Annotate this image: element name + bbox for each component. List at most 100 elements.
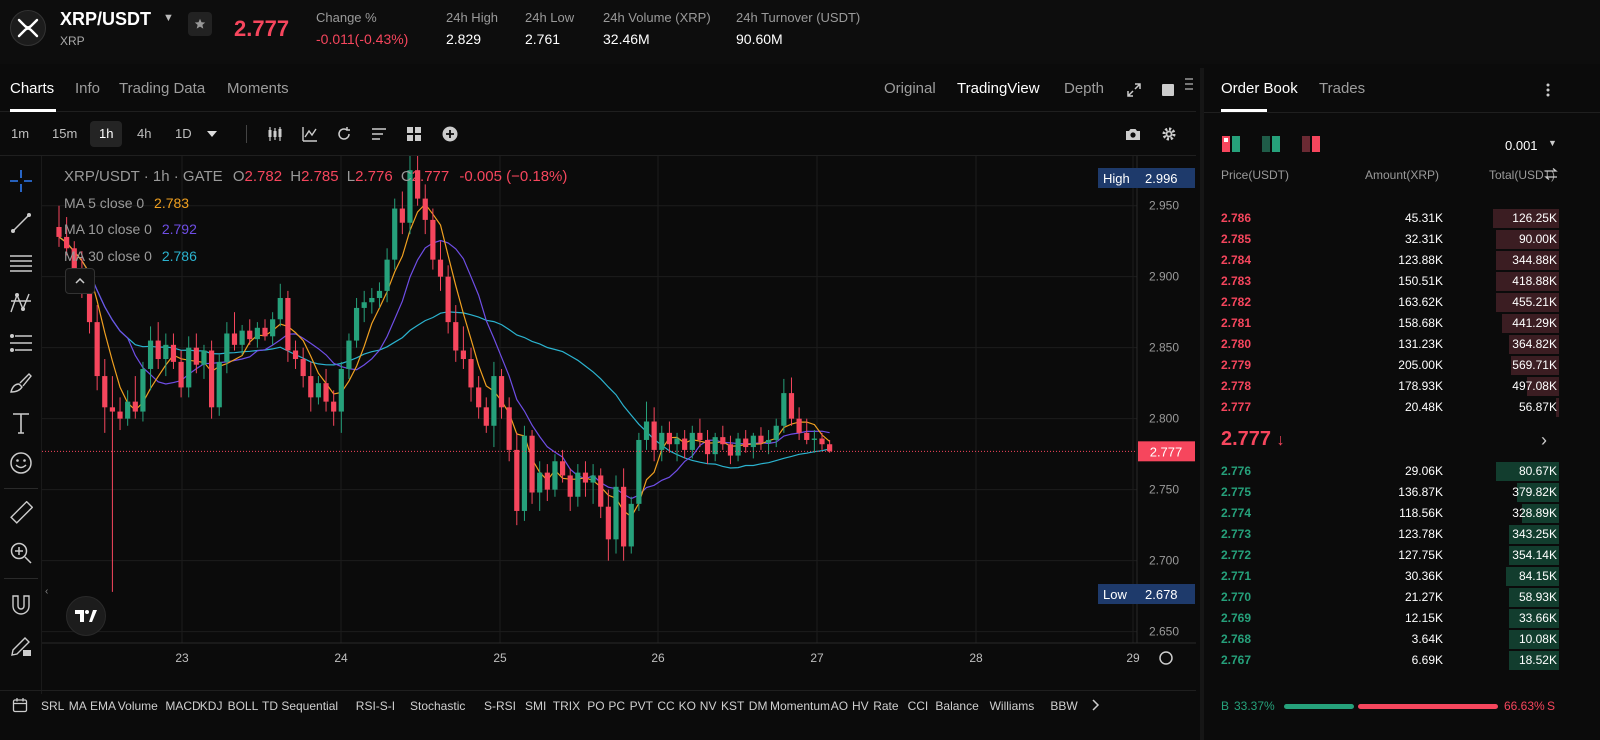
candlestick-chart[interactable]: 2.950 2.900 2.850 2.800 2.750 2.700 2.650 23 24 2… [42,156,1196,690]
list-settings-icon[interactable] [369,124,389,144]
panel-menu-icon[interactable] [1184,74,1194,94]
axis-settings-icon[interactable] [1159,651,1173,665]
ask-row[interactable]: 2.786 45.31K 126.25K [1204,207,1574,228]
ask-row[interactable]: 2.785 32.31K 90.00K [1204,228,1574,249]
pair-dropdown-icon[interactable]: ▼ [163,12,174,24]
indicator-po[interactable]: PO [587,699,605,713]
ruler-icon[interactable] [9,501,33,525]
replay-icon[interactable] [334,124,354,144]
favorite-star-icon[interactable] [188,12,212,36]
horizontal-lines-icon[interactable] [9,251,33,275]
precision-select[interactable]: 0.001 [1505,138,1538,153]
indicator-cc[interactable]: CC [657,699,675,713]
ask-row[interactable]: 2.777 20.48K 56.87K [1204,396,1574,417]
view-bids-icon[interactable] [1261,134,1281,154]
timeframe-1d[interactable]: 1D [175,126,192,141]
tab-moments[interactable]: Moments [227,80,289,97]
ask-row[interactable]: 2.778 178.93K 497.08K [1204,375,1574,396]
timeframe-dropdown-icon[interactable] [202,124,222,144]
view-original[interactable]: Original [884,80,936,97]
indicator-s-rsi[interactable]: S-RSI [484,699,517,713]
tab-order-book[interactable]: Order Book [1221,80,1298,97]
zoom-in-icon[interactable] [9,541,33,565]
tab-trades[interactable]: Trades [1319,80,1366,97]
indicator-rate[interactable]: Rate [873,699,899,713]
chevron-right-icon[interactable]: › [1541,430,1547,450]
indicator-hv[interactable]: HV [852,699,869,713]
bid-row[interactable]: 2.768 3.64K 10.08K [1204,628,1574,649]
timeframe-1m[interactable]: 1m [11,126,30,141]
bid-row[interactable]: 2.775 136.87K 379.82K [1204,481,1574,502]
bid-row[interactable]: 2.767 6.69K 18.52K [1204,649,1574,670]
swap-units-icon[interactable] [1543,166,1559,182]
indicator-srl[interactable]: SRL [41,699,65,713]
tab-info[interactable]: Info [75,80,101,97]
indicator-dm[interactable]: DM [748,699,768,713]
indicator-nv[interactable]: NV [699,699,717,713]
camera-icon[interactable] [1123,124,1143,144]
indicator-cci[interactable]: CCI [907,699,929,713]
indicator-pc[interactable]: PC [608,699,626,713]
precision-dropdown-icon[interactable]: ▼ [1548,138,1557,148]
more-vertical-icon[interactable] [1538,80,1558,100]
indicator-ema[interactable]: EMA [90,699,117,713]
timeframe-4h[interactable]: 4h [137,126,152,141]
bid-row[interactable]: 2.770 21.27K 58.93K [1204,586,1574,607]
add-indicator-icon[interactable] [440,124,460,144]
indicator-ko[interactable]: KO [678,699,696,713]
view-depth[interactable]: Depth [1064,80,1105,97]
indicator-balance[interactable]: Balance [935,699,979,713]
fib-icon[interactable] [9,331,33,355]
indicator-ao[interactable]: AO [830,699,849,713]
bid-row[interactable]: 2.773 123.78K 343.25K [1204,523,1574,544]
indicator-smi[interactable]: SMI [525,699,547,713]
ask-row[interactable]: 2.783 150.51K 418.88K [1204,270,1574,291]
indicator-kst[interactable]: KST [721,699,745,713]
view-tradingview[interactable]: TradingView [957,80,1040,97]
tradingview-logo-icon[interactable] [66,596,106,636]
emoji-icon[interactable] [9,451,33,475]
indicator-pvt[interactable]: PVT [629,699,653,713]
indicator-bbw[interactable]: BBW [1050,699,1078,713]
indicator-rsi-s-i[interactable]: RSI-S-I [355,699,396,713]
indicator-boll[interactable]: BOLL [227,699,259,713]
indicator-kdj[interactable]: KDJ [199,699,223,713]
bid-row[interactable]: 2.771 30.36K 84.15K [1204,565,1574,586]
ask-row[interactable]: 2.784 123.88K 344.88K [1204,249,1574,270]
ask-row[interactable]: 2.779 205.00K 569.71K [1204,354,1574,375]
text-tool-icon[interactable] [9,411,33,435]
indicator-stochastic[interactable]: Stochastic [410,699,466,713]
magnet-icon[interactable] [9,593,33,617]
indicator-td-sequential[interactable]: TD Sequential [262,699,339,713]
indicator-ma[interactable]: MA [68,699,87,713]
ask-row[interactable]: 2.782 163.62K 455.21K [1204,291,1574,312]
ask-row[interactable]: 2.781 158.68K 441.29K [1204,312,1574,333]
pair-name[interactable]: XRP/USDT [60,9,152,29]
grid-layout-icon[interactable] [404,124,424,144]
bid-row[interactable]: 2.776 29.06K 80.67K [1204,460,1574,481]
bid-row[interactable]: 2.772 127.75K 354.14K [1204,544,1574,565]
trendline-icon[interactable] [9,211,33,235]
pencil-lock-icon[interactable] [9,634,33,658]
indicator-momentum[interactable]: Momentum [770,699,831,713]
indicator-volume[interactable]: Volume [117,699,158,713]
bid-row[interactable]: 2.769 12.15K 33.66K [1204,607,1574,628]
ask-row[interactable]: 2.780 131.23K 364.82K [1204,333,1574,354]
collapse-legend-button[interactable] [65,268,95,294]
crosshair-icon[interactable] [9,169,33,193]
view-both-icon[interactable] [1221,134,1241,154]
view-asks-icon[interactable] [1301,134,1321,154]
layout-square-icon[interactable] [1158,80,1178,100]
indicators-icon[interactable] [300,124,320,144]
gear-icon[interactable] [1159,124,1179,144]
timeframe-15m[interactable]: 15m [52,126,78,141]
expand-icon[interactable] [1124,80,1144,100]
collapse-toolbar-icon[interactable]: ‹ [45,586,49,597]
candle-type-icon[interactable] [265,124,285,144]
scroll-right-icon[interactable] [1086,695,1106,715]
tab-trading-data[interactable]: Trading Data [119,80,206,97]
indicator-macd[interactable]: MACD [165,699,201,713]
bid-row[interactable]: 2.774 118.56K 328.89K [1204,502,1574,523]
tab-charts[interactable]: Charts [10,80,55,97]
indicator-williams[interactable]: Williams [989,699,1035,713]
